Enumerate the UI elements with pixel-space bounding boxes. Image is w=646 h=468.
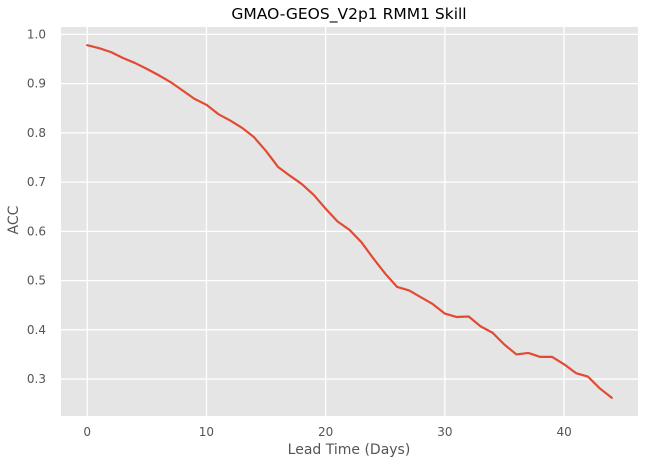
y-axis-title: ACC: [6, 205, 22, 234]
x-tick-label: 10: [199, 425, 214, 439]
plot-background: [61, 27, 638, 416]
y-tick-label: 0.9: [27, 77, 46, 91]
y-tick-labels: 0.3 0.4 0.5 0.6 0.7 0.8 0.9 1.0: [27, 27, 46, 386]
y-tick-label: 1.0: [27, 27, 46, 41]
chart-title: GMAO-GEOS_V2p1 RMM1 Skill: [231, 5, 466, 24]
x-tick-label: 40: [556, 425, 571, 439]
x-tick-label: 0: [83, 425, 91, 439]
y-tick-label: 0.8: [27, 126, 46, 140]
y-tick-label: 0.5: [27, 274, 46, 288]
x-tick-labels: 0 10 20 30 40: [83, 425, 571, 439]
x-tick-label: 30: [437, 425, 452, 439]
x-axis-title: Lead Time (Days): [288, 442, 411, 458]
y-tick-label: 0.7: [27, 175, 46, 189]
series-line: [86, 44, 613, 399]
y-tick-label: 0.4: [27, 323, 46, 337]
series-layer: [86, 44, 613, 399]
y-tick-label: 0.3: [27, 372, 46, 386]
x-gridlines: [86, 27, 565, 416]
x-tick-label: 20: [318, 425, 333, 439]
y-gridlines: [61, 33, 638, 380]
y-tick-label: 0.6: [27, 224, 46, 238]
